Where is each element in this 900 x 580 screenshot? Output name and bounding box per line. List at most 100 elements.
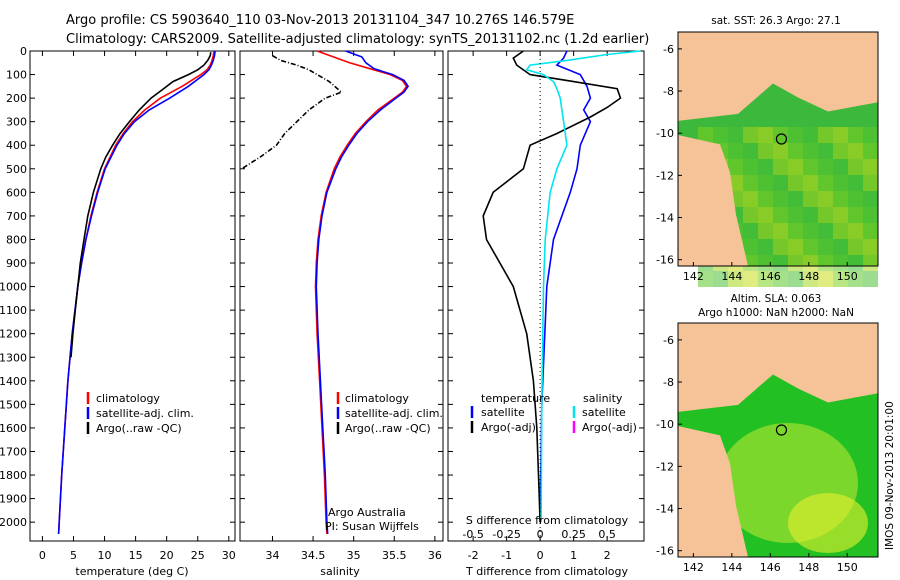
x-tick-label: 0 (39, 549, 46, 562)
sla-map-title-2: Argo h1000: NaN h2000: NaN (698, 307, 854, 319)
lat-tick-label: -16 (656, 254, 674, 267)
series-line (539, 50, 592, 523)
sst-cell (698, 271, 713, 287)
sst-cell (788, 143, 803, 159)
sst-cell (758, 239, 773, 255)
legend-t-argo: Argo(-adj) (481, 421, 536, 434)
sst-cell (698, 127, 713, 143)
sst-cell (758, 223, 773, 239)
lon-tick-label: 148 (798, 270, 819, 283)
sst-cell (788, 255, 803, 271)
x-tick-label: 5 (70, 549, 77, 562)
sst-cell (788, 239, 803, 255)
sst-cell (863, 239, 878, 255)
sst-cell (773, 159, 788, 175)
salinity-legend: climatology satellite-adj. clim. Argo(..… (336, 392, 443, 435)
series-line (525, 50, 641, 523)
sst-cell (758, 207, 773, 223)
legend-argo-raw: Argo(..raw -QC) (96, 422, 182, 435)
series-line (57, 50, 216, 534)
depth-tick-label: 300 (6, 116, 27, 129)
sst-cell (863, 191, 878, 207)
depth-tick-label: 0 (20, 45, 27, 58)
difference-xlabel: T difference from climatology (465, 565, 628, 578)
map-frame (677, 31, 879, 267)
sst-cell (818, 255, 833, 271)
sst-cell (848, 223, 863, 239)
sst-cell (743, 143, 758, 159)
series-line (315, 50, 410, 534)
difference-legend: temperature salinity satellite Argo(-adj… (470, 392, 637, 434)
sst-cell (803, 175, 818, 191)
sst-cell (818, 223, 833, 239)
lon-tick-label: 142 (683, 270, 704, 283)
series-line (57, 50, 215, 534)
sst-cell (773, 255, 788, 271)
sst-cell (848, 207, 863, 223)
sst-cell (803, 127, 818, 143)
sst-cell (818, 159, 833, 175)
sst-cell (743, 175, 758, 191)
sst-cell (743, 191, 758, 207)
temperature-xlabel: temperature (deg C) (75, 565, 188, 578)
sst-cell (743, 223, 758, 239)
sst-cell (833, 239, 848, 255)
sst-cell (863, 159, 878, 175)
sst-map-title: sat. SST: 26.3 Argo: 27.1 (711, 15, 841, 27)
depth-tick-label: 1100 (0, 304, 27, 317)
sst-cell (863, 207, 878, 223)
x-tick-label: 34.5 (301, 549, 326, 562)
sst-cell (743, 239, 758, 255)
map-frame (677, 322, 879, 558)
depth-tick-label: 700 (6, 210, 27, 223)
x-tick-label: 25 (191, 549, 205, 562)
header-line-2: Climatology: CARS2009. Satellite-adjuste… (66, 32, 649, 47)
s-tick-label: -0.5 (462, 528, 483, 541)
sst-cell (833, 207, 848, 223)
legend-salinity-head: salinity (583, 392, 623, 405)
sst-cell (743, 127, 758, 143)
legend-s-satellite: satellite (582, 406, 626, 419)
sla-map-title-1: Altim. SLA: 0.063 (731, 293, 822, 305)
depth-tick-label: 1600 (0, 422, 27, 435)
sst-cell (803, 159, 818, 175)
sst-cell (773, 175, 788, 191)
sst-cell (848, 175, 863, 191)
sst-cell (713, 127, 728, 143)
sst-cell (743, 255, 758, 271)
legend-t-satellite: satellite (481, 406, 525, 419)
sst-cell (758, 255, 773, 271)
difference-xlabel-top: S difference from climatology (466, 514, 629, 527)
sst-cell (728, 159, 743, 175)
series-line (482, 50, 622, 523)
sst-cell (728, 143, 743, 159)
lat-tick-label: -14 (656, 212, 674, 225)
depth-tick-label: 1900 (0, 493, 27, 506)
lat-tick-label: -6 (663, 334, 674, 347)
sst-cell (728, 127, 743, 143)
lon-tick-label: 144 (721, 270, 742, 283)
depth-axis: 0 100 200 300 400 500 600 700 800 900 1000 1100 1200… (0, 45, 644, 529)
salinity-plot: 34 34.5 35 35.5 36 (241, 50, 442, 562)
sst-cell (803, 191, 818, 207)
sst-map: 142 144 146 148 150 -6 -8 -10 -12 -14 -16 (656, 31, 879, 287)
lat-tick-label: -14 (656, 503, 674, 516)
series-line (70, 52, 212, 358)
sst-cell (803, 239, 818, 255)
lat-tick-label: -10 (656, 127, 674, 140)
salinity-panel (239, 50, 444, 542)
sst-cell (773, 271, 788, 287)
sst-cell (758, 175, 773, 191)
depth-tick-label: 900 (6, 257, 27, 270)
sst-cell (758, 191, 773, 207)
sst-cell (818, 271, 833, 287)
legend-climatology: climatology (96, 392, 160, 405)
sst-cell (758, 159, 773, 175)
sst-cell (773, 223, 788, 239)
sst-cell (788, 191, 803, 207)
sst-cell (788, 271, 803, 287)
legend-satellite-adj: satellite-adj. clim. (96, 407, 194, 420)
x-tick-label: 1 (570, 549, 577, 562)
sst-cell (818, 175, 833, 191)
